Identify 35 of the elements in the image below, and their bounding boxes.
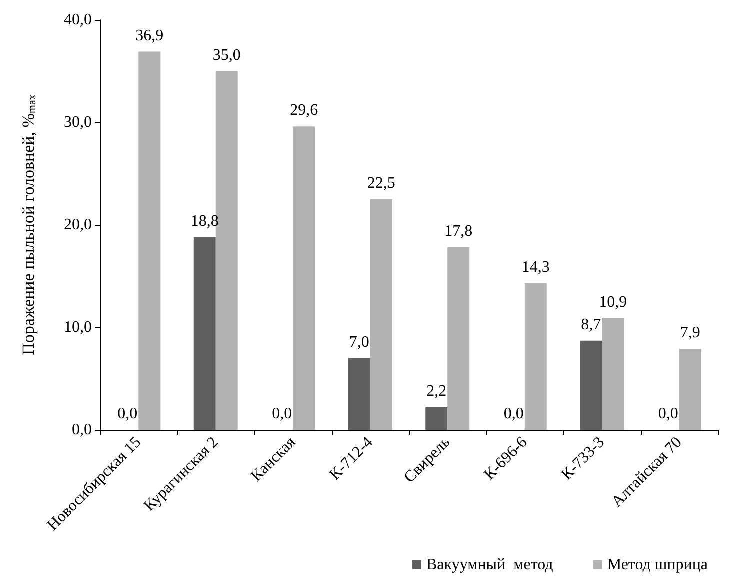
data-label: 18,8 [190, 212, 219, 230]
bar [602, 318, 624, 430]
data-label: 17,8 [444, 223, 473, 240]
bar [524, 283, 547, 430]
bar [194, 237, 216, 430]
bar [293, 126, 316, 430]
data-label: 0,0 [504, 406, 524, 422]
bar [348, 358, 370, 430]
y-tick-label: 20,0 [64, 216, 92, 234]
y-axis-title: Поражение пыльной головней, %max [19, 94, 38, 356]
y-tick-label: 40,0 [64, 12, 92, 28]
bar [426, 407, 448, 430]
data-label: 8,7 [581, 316, 602, 334]
y-tick-label: 30,0 [64, 114, 92, 131]
data-label: 0,0 [272, 406, 292, 422]
y-tick-label: 0,0 [72, 422, 92, 438]
bar [448, 248, 470, 430]
bar [370, 199, 392, 430]
data-label: 0,0 [118, 406, 138, 422]
data-label: 14,3 [522, 258, 550, 276]
data-label: 36,9 [136, 27, 164, 44]
data-label: 10,9 [599, 294, 628, 311]
data-label: 7,0 [349, 334, 370, 351]
data-label: 0,0 [658, 406, 678, 422]
bar [679, 349, 702, 430]
bar [138, 52, 161, 430]
data-label: 7,9 [680, 324, 700, 342]
bar [580, 340, 602, 430]
data-label: 35,0 [212, 46, 241, 64]
data-label: 22,5 [367, 174, 396, 192]
data-label: 29,6 [290, 102, 318, 120]
legend-label: Метод шприца [607, 556, 708, 574]
y-tick-label: 10,0 [64, 319, 92, 336]
legend-label: Вакуумный метод [426, 556, 554, 574]
data-label: 2,2 [426, 382, 447, 400]
